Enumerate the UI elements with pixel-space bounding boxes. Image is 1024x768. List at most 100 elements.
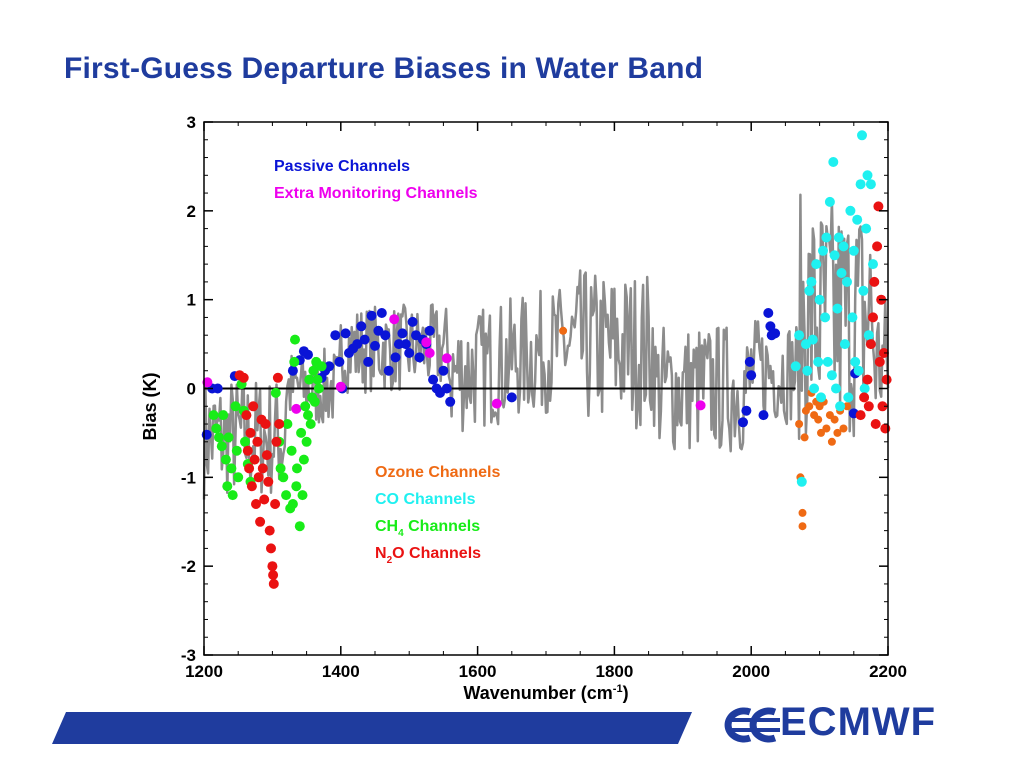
data-point — [881, 374, 892, 385]
data-point — [852, 214, 863, 225]
data-point — [301, 436, 312, 447]
data-point — [255, 516, 266, 527]
data-point — [794, 330, 805, 341]
data-point — [858, 285, 869, 296]
legend-entry-tail: O Channels — [392, 545, 481, 562]
ecmwf-logo — [724, 707, 780, 743]
data-point — [835, 401, 846, 412]
data-point — [805, 402, 814, 411]
data-point — [839, 339, 850, 350]
data-point — [559, 326, 568, 335]
data-point — [833, 428, 842, 437]
series-ch4-channels — [208, 334, 327, 532]
y-axis-title: Bias (K) — [140, 372, 160, 440]
data-point — [226, 463, 237, 474]
data-point — [850, 356, 861, 367]
data-point — [800, 433, 809, 442]
x-tick-label: 1400 — [322, 662, 360, 681]
x-tick-label: 2000 — [732, 662, 770, 681]
data-point — [855, 410, 866, 421]
data-point — [873, 201, 884, 212]
legend-entry-text: CH — [375, 518, 398, 535]
data-point — [814, 415, 823, 424]
data-point — [445, 396, 456, 407]
data-point — [376, 308, 387, 318]
data-point — [790, 361, 801, 372]
x-axis-title-text: Wavenumber (cm — [463, 683, 612, 703]
y-tick-label: -3 — [181, 646, 196, 665]
data-point — [828, 157, 839, 167]
data-point — [404, 348, 415, 358]
data-point — [853, 365, 864, 376]
data-point — [839, 424, 848, 433]
data-point — [201, 429, 212, 440]
data-point — [303, 410, 313, 421]
data-point — [804, 285, 815, 296]
data-point — [822, 356, 833, 367]
data-point — [271, 436, 282, 447]
data-point — [870, 419, 881, 429]
legend-entry: CO Channels — [375, 491, 476, 508]
data-point — [428, 374, 439, 385]
data-point — [296, 427, 307, 438]
data-point — [806, 276, 817, 287]
data-point — [261, 450, 272, 461]
data-point — [859, 392, 870, 403]
data-point — [305, 419, 316, 429]
data-point — [366, 310, 377, 321]
data-point — [746, 370, 757, 381]
legend-entry-text: CO Channels — [375, 491, 476, 508]
data-point — [211, 423, 222, 434]
data-point — [240, 436, 250, 447]
series-extra-monitoring-channels — [202, 314, 706, 414]
data-point — [855, 179, 866, 190]
data-point — [829, 250, 840, 261]
legend-entry-text: Ozone Channels — [375, 464, 500, 481]
data-point — [324, 361, 335, 372]
data-point — [832, 303, 843, 314]
data-point — [421, 337, 432, 348]
data-point — [857, 130, 867, 141]
data-point — [272, 372, 283, 383]
legend-entry-tail: Channels — [404, 518, 481, 535]
data-point — [230, 401, 241, 412]
data-point — [809, 383, 820, 394]
data-point — [868, 312, 878, 323]
legend-top-entry-text: Extra Monitoring Channels — [274, 185, 478, 202]
data-point — [807, 334, 818, 345]
data-point — [390, 352, 401, 363]
x-tick-label: 2200 — [869, 662, 907, 681]
data-point — [862, 170, 873, 181]
legend-entry-subscript: 2 — [387, 555, 393, 566]
data-point — [257, 463, 268, 474]
data-point — [758, 410, 769, 421]
data-point — [836, 268, 847, 278]
data-point — [313, 383, 324, 394]
data-point — [843, 402, 851, 411]
data-point — [264, 525, 275, 536]
legend: Passive Channels Extra Monitoring Channel… — [274, 158, 500, 566]
data-point — [335, 381, 346, 392]
data-point — [491, 398, 502, 409]
data-point — [290, 334, 300, 345]
data-point — [208, 410, 219, 421]
data-point — [233, 472, 244, 483]
data-point — [287, 499, 298, 509]
data-point — [833, 232, 844, 243]
y-tick-label: 0 — [187, 380, 196, 399]
data-point — [880, 423, 891, 434]
data-point — [214, 432, 224, 443]
data-point — [363, 356, 374, 367]
x-axis-title-end: ) — [623, 683, 629, 703]
legend-entry-text: N — [375, 545, 387, 562]
x-tick-label: 1600 — [459, 662, 497, 681]
data-point — [798, 508, 807, 517]
data-point — [393, 339, 404, 350]
data-point — [268, 570, 279, 580]
data-point — [865, 179, 876, 190]
legend-top-entry: Passive Channels — [274, 158, 410, 175]
data-point — [865, 339, 876, 350]
data-point — [300, 401, 311, 412]
data-point — [370, 340, 380, 351]
data-point — [282, 419, 293, 429]
